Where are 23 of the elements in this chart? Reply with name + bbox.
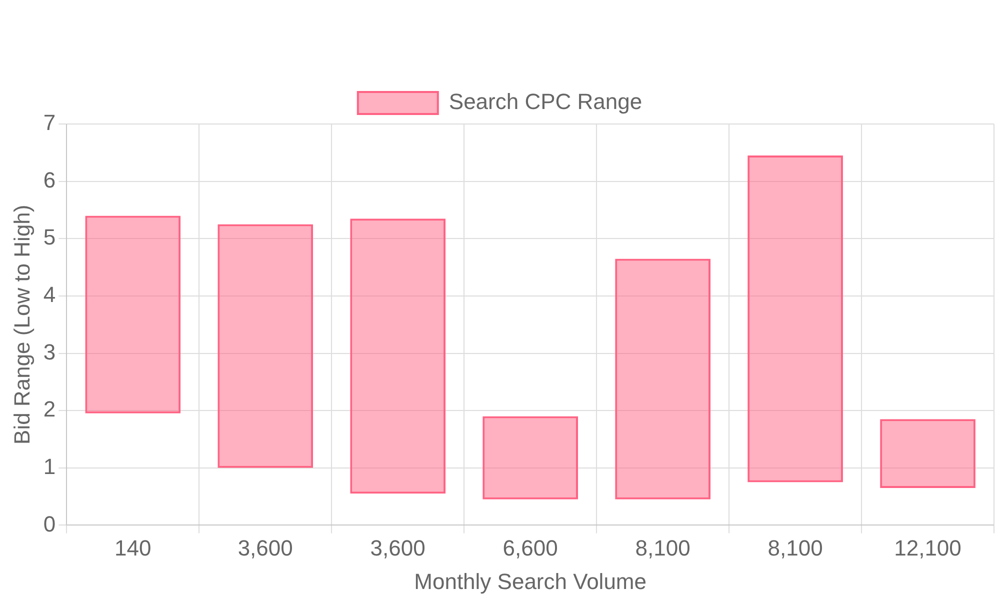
y-tick-label: 6 (43, 167, 56, 192)
bar (85, 216, 181, 414)
y-tick-label: 3 (43, 339, 56, 364)
y-tick-label: 0 (43, 511, 56, 536)
x-tick-label: 6,600 (502, 535, 558, 560)
y-tick-label: 5 (43, 224, 56, 250)
x-tick-label: 3,600 (238, 535, 293, 560)
y-tick-label: 4 (43, 282, 56, 308)
y-tick-label: 7 (43, 110, 56, 136)
y-axis-title: Bid Range (Low to High) (9, 204, 34, 444)
bar (350, 218, 446, 494)
y-tick-label: 2 (43, 396, 56, 422)
x-tick-label: 8,100 (635, 535, 690, 560)
x-tick-label: 3,600 (370, 535, 426, 560)
bar (880, 419, 976, 488)
x-axis-title: Monthly Search Volume (414, 568, 646, 594)
bar (218, 224, 314, 468)
y-tick-label: 1 (43, 454, 56, 479)
x-tick-label: 140 (114, 535, 152, 560)
x-tick-label: 8,100 (768, 535, 823, 560)
bar (482, 416, 578, 500)
x-tick-label: 12,100 (894, 535, 962, 560)
legend-label: Search CPC Range (448, 89, 642, 114)
